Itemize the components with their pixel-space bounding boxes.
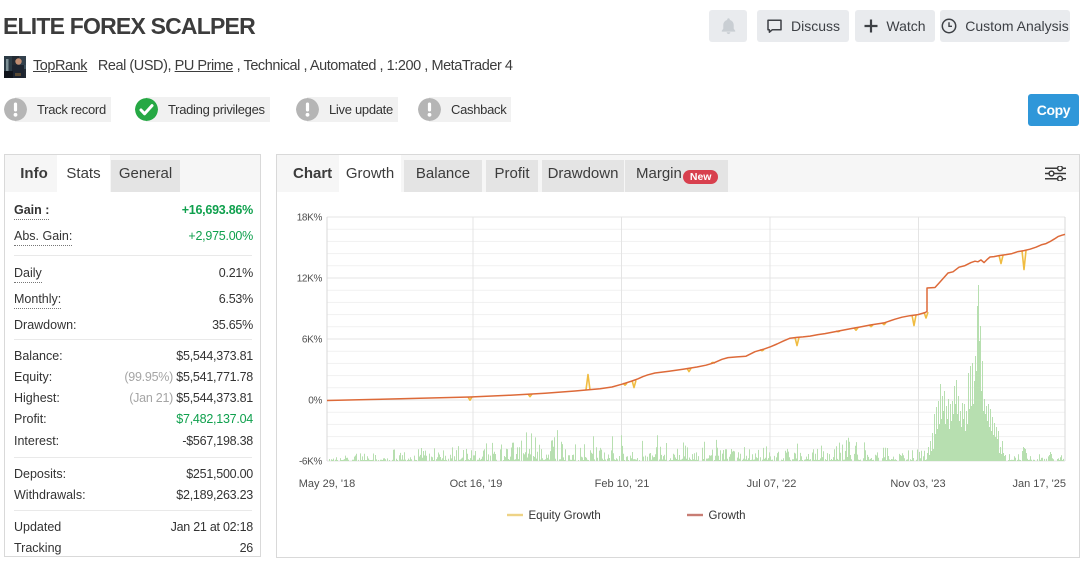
svg-text:-6K%: -6K% (299, 457, 323, 468)
svg-text:0%: 0% (308, 396, 322, 407)
svg-text:18K%: 18K% (297, 213, 323, 224)
svg-text:Oct 16, '19: Oct 16, '19 (450, 478, 503, 490)
svg-text:12K%: 12K% (297, 274, 323, 285)
svg-text:Equity Growth: Equity Growth (529, 510, 601, 522)
svg-text:Jul 07, '22: Jul 07, '22 (747, 478, 797, 490)
svg-text:Growth: Growth (709, 510, 746, 522)
svg-text:6K%: 6K% (302, 335, 323, 346)
svg-text:May 29, '18: May 29, '18 (299, 478, 356, 490)
svg-text:Feb 10, '21: Feb 10, '21 (595, 478, 650, 490)
svg-text:Jan 17, '25: Jan 17, '25 (1013, 478, 1066, 490)
svg-text:Nov 03, '23: Nov 03, '23 (890, 478, 945, 490)
